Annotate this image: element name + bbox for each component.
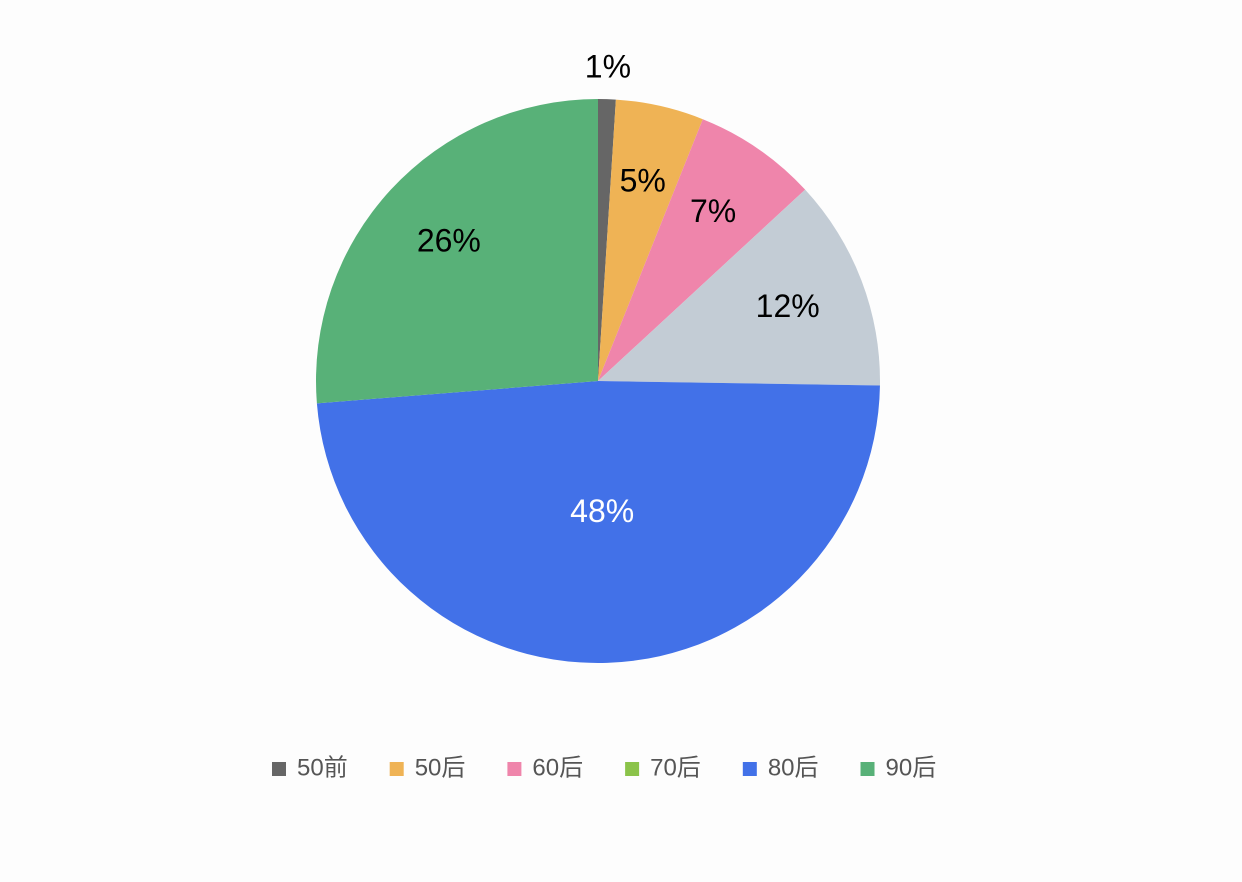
legend-label: 80后	[768, 754, 819, 781]
pie-slice	[598, 119, 806, 381]
legend-swatch	[272, 762, 286, 776]
legend-label: 50后	[415, 754, 466, 781]
pie-slice	[316, 381, 880, 663]
data-label: 48%	[570, 493, 634, 529]
pie-slice	[316, 99, 598, 404]
data-label: 12%	[756, 288, 820, 324]
pie-slice	[598, 99, 703, 382]
legend-swatch	[860, 762, 875, 776]
legend-label: 70后	[650, 754, 701, 781]
legend-label: 50前	[297, 754, 348, 781]
legend-swatch	[742, 762, 757, 776]
legend-swatch	[625, 762, 640, 776]
data-label: 1%	[585, 49, 631, 85]
pie-slice	[598, 189, 880, 386]
data-label: 7%	[690, 193, 736, 229]
pie-slice	[598, 99, 616, 381]
data-label: 5%	[620, 162, 666, 198]
data-label: 26%	[417, 223, 481, 259]
legend-swatch	[507, 762, 522, 776]
legend-label: 90后	[886, 754, 937, 781]
legend-label: 60后	[532, 754, 583, 781]
legend-swatch	[389, 762, 404, 776]
